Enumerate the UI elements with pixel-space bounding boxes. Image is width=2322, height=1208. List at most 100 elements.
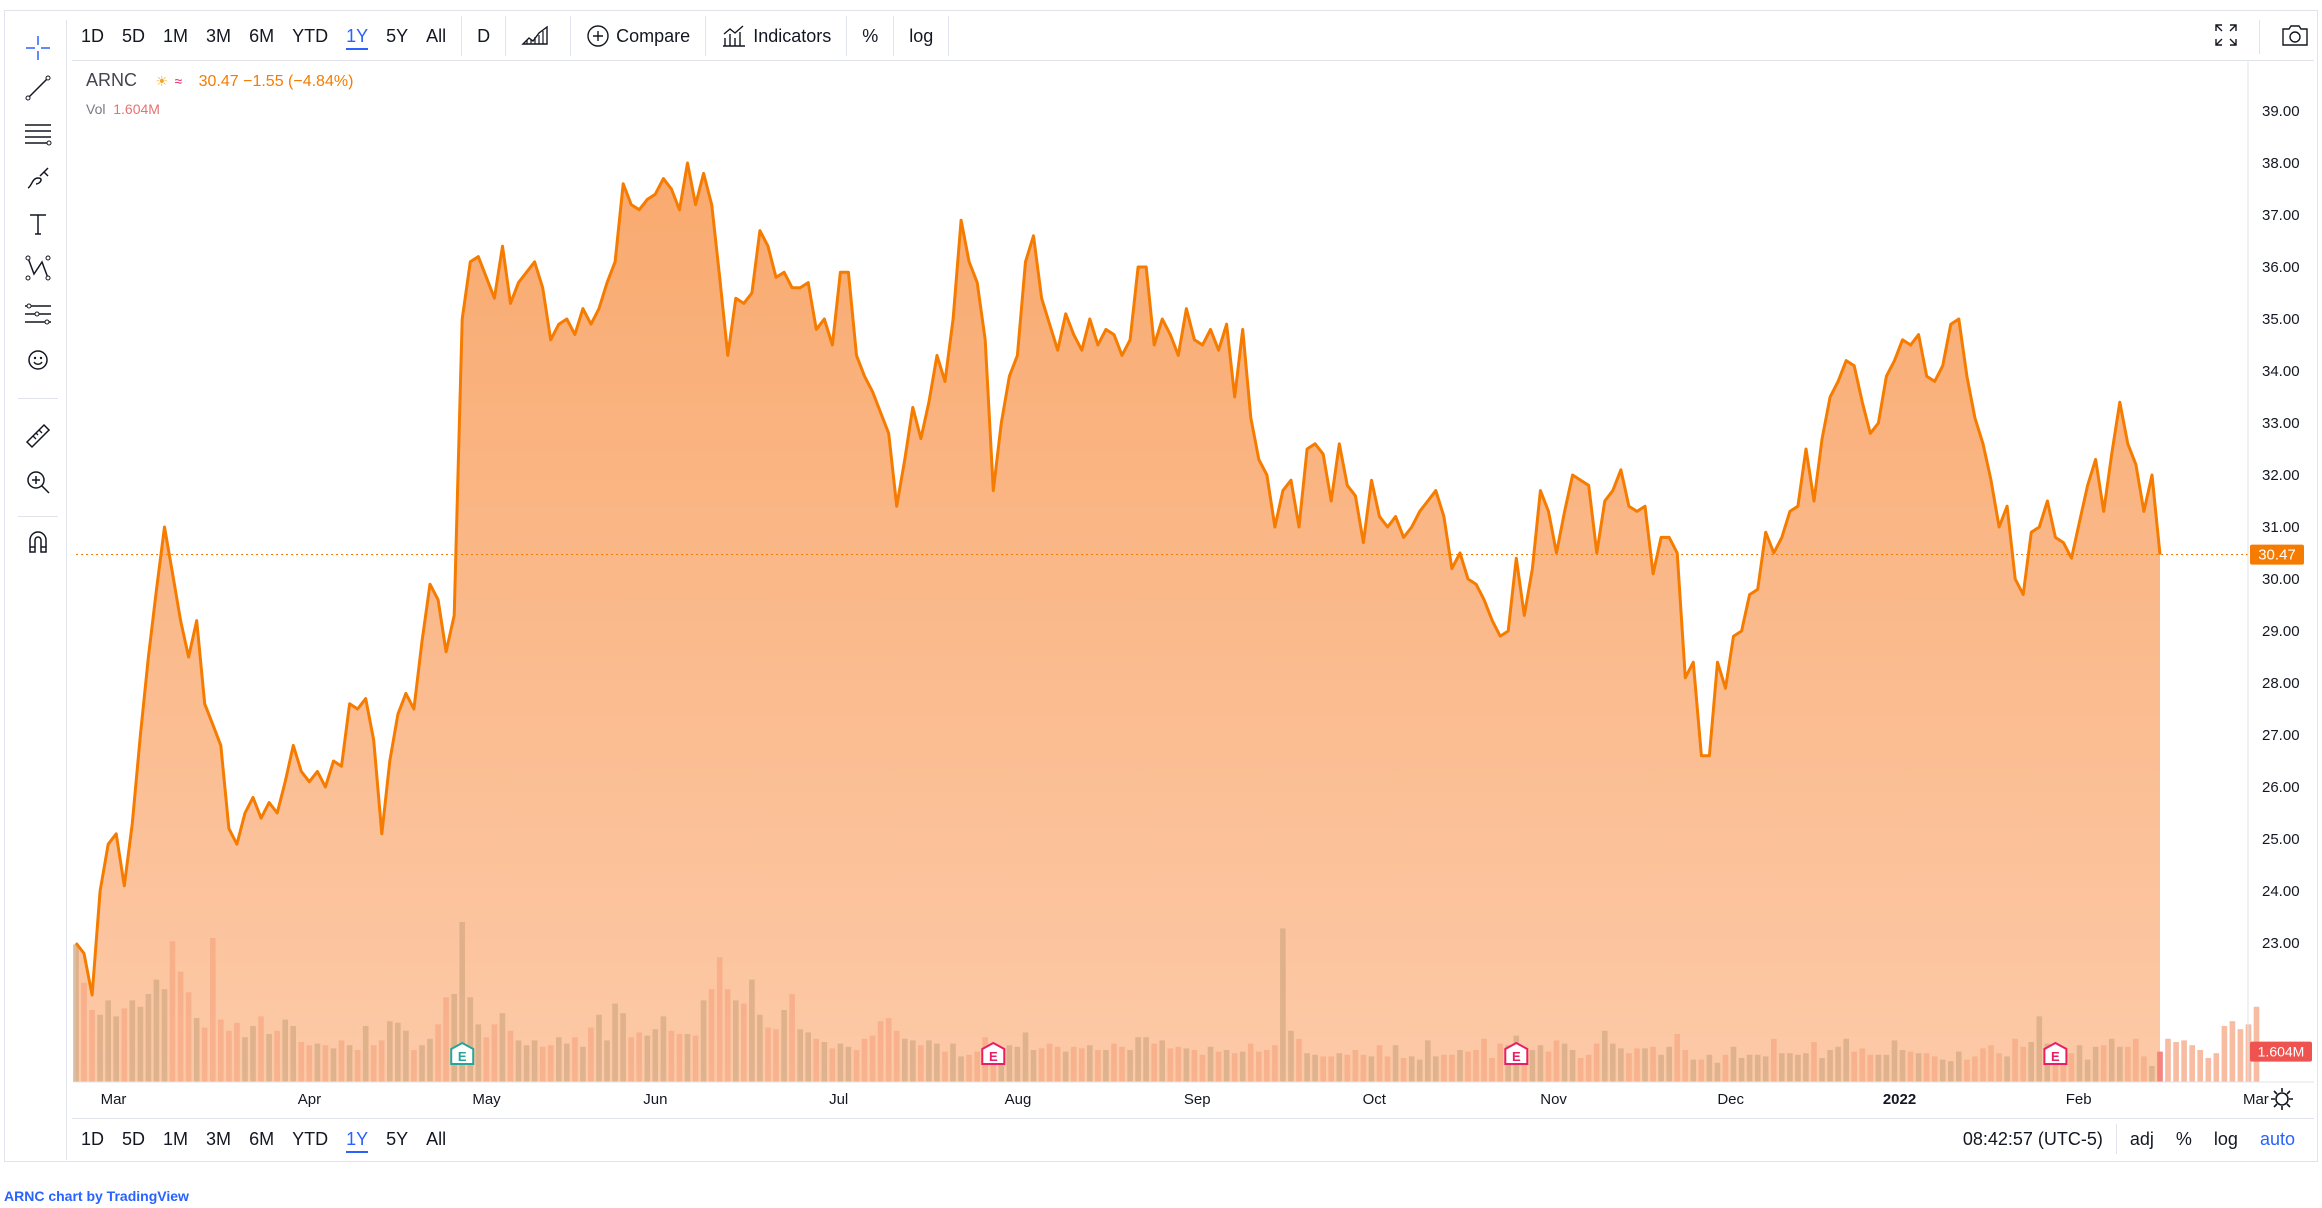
compare-label: Compare [616,25,691,46]
volume-bar [950,1043,956,1082]
zoom-in-icon[interactable] [20,464,56,500]
volume-bar [1038,1048,1045,1082]
interval-button[interactable]: D [477,25,491,46]
volume-bar [588,1027,594,1082]
range-button-1y[interactable]: 1Y [337,16,377,56]
time-axis[interactable]: Mar Apr May Jun Jul Aug Sep Oct Nov Dec 2022 Feb Mar [101,1091,2269,1108]
trend-line-tool-icon[interactable] [20,70,56,106]
emoji-tool-icon[interactable] [20,342,56,378]
volume-bar [612,1003,618,1082]
bottom-range-button-5d[interactable]: 5D [122,1128,146,1149]
range-button-ytd[interactable]: YTD [292,25,329,46]
volume-bar [676,1034,683,1082]
volume-bar [2092,1046,2099,1082]
volume-bar [1891,1040,1898,1082]
volume-bar [1907,1051,1914,1082]
volume-bar [523,1045,530,1082]
time-tick-label: Jun [643,1091,667,1108]
log-toggle[interactable]: log [2213,1128,2238,1149]
fullscreen-icon[interactable] [2213,22,2239,53]
range-button-1m[interactable]: 1M [163,25,189,46]
volume-bar [258,1016,264,1082]
volume-bar [1738,1058,1745,1082]
bottom-range-button-all[interactable]: All [426,1128,447,1149]
chart-style-button[interactable] [512,16,564,56]
volume-bar [306,1045,313,1082]
range-button-5d[interactable]: 5D [122,25,146,46]
symbol-name[interactable]: ARNC [86,70,138,90]
dividend-marker[interactable]: E [450,1041,475,1065]
volume-bar [1706,1054,1713,1082]
text-tool-icon[interactable] [20,206,56,242]
magnet-icon[interactable] [20,524,56,560]
range-button-3m[interactable]: 3M [206,25,232,46]
volume-bar [2004,1056,2010,1082]
range-button-6m[interactable]: 6M [249,25,275,46]
earnings-marker-label: E [1512,1049,1521,1064]
prediction-tool-icon[interactable] [20,296,56,332]
bottom-range-button-5y[interactable]: 5Y [386,1128,409,1149]
volume-bar [1336,1053,1343,1082]
price-tick-label: 26.00 [2262,779,2300,796]
volume-bar [1690,1059,1697,1082]
price-tick-label: 37.00 [2262,207,2300,224]
volume-bar [781,1010,787,1082]
time-tick-label: Feb [2066,1091,2092,1108]
range-button-5y[interactable]: 5Y [386,25,409,46]
indicators-button[interactable]: Indicators [712,16,840,56]
volume-bar [483,1037,490,1082]
volume-bar [1771,1038,1777,1082]
earnings-marker[interactable]: E [1504,1041,1529,1065]
volume-bar [1795,1054,1801,1082]
volume-bar [427,1038,433,1082]
price-axis[interactable]: 39.00 38.00 37.00 36.00 35.00 34.00 33.00 32.00… [2262,103,2300,1056]
pattern-tool-icon[interactable] [20,250,56,286]
volume-bar [749,979,755,1082]
bottom-range-button-6m[interactable]: 6M [249,1128,275,1149]
volume-bar [797,1029,803,1082]
bottom-range-button-ytd[interactable]: YTD [292,1128,329,1149]
range-button-1d[interactable]: 1D [81,25,105,46]
compare-button[interactable]: Compare [577,16,699,56]
log-button[interactable]: log [909,25,934,46]
volume-bar [1811,1042,1817,1082]
volume-bar [845,1046,852,1082]
bottom-range-button-1d[interactable]: 1D [81,1128,105,1149]
price-area-fill [76,163,2160,1082]
price-line [74,161,2162,997]
settings-icon[interactable] [2271,1088,2293,1110]
range-button-all[interactable]: All [426,25,447,46]
adj-toggle[interactable]: adj [2129,1128,2154,1149]
volume-bar [2117,1046,2123,1082]
earnings-marker[interactable]: E [981,1041,1006,1065]
volume-bar [137,1006,144,1082]
volume-bar [1103,1050,1109,1082]
bottom-range-button-1y[interactable]: 1Y [337,1119,377,1159]
range-selector: 1D 5D 1M 3M 6M YTD 1Y 5Y All [72,16,455,56]
ruler-tool-icon[interactable] [20,418,56,454]
percent-button[interactable]: % [862,25,879,46]
toolbar-separator [893,16,895,56]
crosshair-tool-icon[interactable] [20,30,56,66]
volume-bar [1779,1053,1785,1082]
volume-bar [757,1014,763,1082]
volume-bar [1722,1054,1729,1082]
volume-bar [1803,1053,1809,1082]
bottom-range-button-3m[interactable]: 3M [206,1128,232,1149]
auto-toggle[interactable]: auto [2259,1128,2295,1149]
percent-toggle[interactable]: % [2175,1128,2192,1149]
volume-bar [1207,1046,1214,1082]
tradingview-credit-link[interactable]: ARNC chart by TradingView [4,1188,189,1204]
toolbar-separator [505,16,507,56]
volume-bar [346,1045,353,1082]
toolbar-separator [705,16,707,56]
price-chart[interactable]: 39.00 38.00 37.00 36.00 35.00 34.00 33.00 32.00… [0,0,2322,1160]
earnings-marker-label: E [2051,1049,2060,1064]
fib-retracement-tool-icon[interactable] [20,116,56,152]
clock-time[interactable]: 08:42:57 (UTC-5) [1962,1128,2103,1149]
camera-icon[interactable] [2280,22,2310,53]
earnings-marker[interactable]: E [2043,1041,2068,1065]
bottom-range-button-1m[interactable]: 1M [163,1128,189,1149]
brush-tool-icon[interactable] [20,160,56,196]
volume-bar [1593,1043,1600,1082]
